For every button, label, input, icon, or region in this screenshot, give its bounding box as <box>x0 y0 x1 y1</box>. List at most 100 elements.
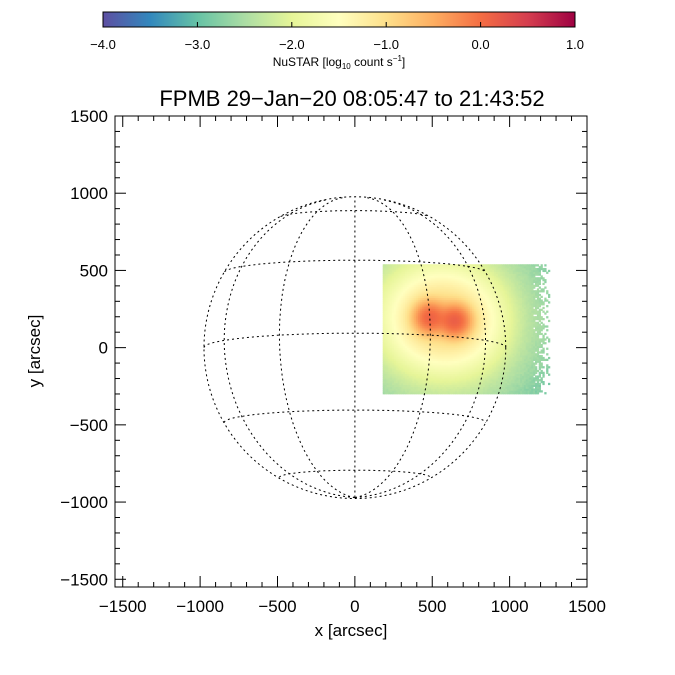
emission-pixel <box>514 377 517 380</box>
emission-pixel <box>414 353 417 356</box>
emission-pixel <box>390 293 393 297</box>
emission-pixel <box>403 290 406 293</box>
emission-pixel <box>447 342 450 345</box>
emission-pixel <box>408 301 411 304</box>
emission-pixel <box>392 297 395 300</box>
emission-pixel <box>525 386 528 389</box>
emission-pixel <box>419 345 423 349</box>
emission-pixel <box>434 286 437 289</box>
emission-pixel <box>509 312 512 315</box>
emission-pixel <box>412 305 415 308</box>
emission-pixel <box>483 371 486 374</box>
emission-pixel <box>388 382 391 386</box>
emission-pixel <box>438 388 441 391</box>
emission-pixel <box>425 319 428 323</box>
emission-pixel <box>416 379 419 382</box>
emission-pixel <box>503 314 506 317</box>
emission-pixel <box>440 292 443 295</box>
emission-pixel <box>464 338 467 341</box>
emission-pixel <box>414 347 417 350</box>
emission-pixel <box>453 325 456 328</box>
emission-pixel <box>390 290 393 293</box>
emission-pixel <box>445 316 449 319</box>
emission-pixel <box>512 360 515 363</box>
emission-pixel <box>490 301 493 304</box>
emission-pixel <box>460 364 463 367</box>
emission-pixel <box>527 323 530 326</box>
emission-pixel <box>466 379 469 382</box>
emission-pixel <box>434 308 437 311</box>
emission-pixel <box>445 349 449 352</box>
emission-pixel <box>494 353 497 356</box>
emission-pixel <box>503 371 506 374</box>
emission-pixel <box>473 340 476 343</box>
emission-pixel <box>470 288 473 291</box>
emission-pixel <box>449 297 452 300</box>
emission-pixel <box>479 290 482 293</box>
emission-pixel <box>496 360 499 363</box>
emission-pixel <box>410 319 413 323</box>
emission-pixel <box>393 305 397 308</box>
emission-pixel <box>432 297 436 300</box>
emission-pixel <box>403 345 406 349</box>
emission-pixel <box>520 297 523 300</box>
emission-pixel <box>510 293 514 297</box>
emission-pixel <box>509 323 512 326</box>
emission-pixel <box>510 358 514 362</box>
emission-pixel <box>392 290 395 293</box>
emission-pixel <box>414 303 417 306</box>
emission-pixel <box>455 373 458 376</box>
emission-pixel <box>390 342 393 345</box>
emission-pixel <box>486 379 489 382</box>
emission-pixel <box>501 321 504 324</box>
emission-pixel <box>412 381 415 384</box>
emission-pixel <box>492 327 495 330</box>
emission-pixel <box>512 382 515 386</box>
emission-pixel <box>514 286 517 289</box>
emission-pixel <box>390 392 393 395</box>
emission-pixel <box>438 364 441 367</box>
emission-pixel <box>401 316 404 319</box>
emission-pixel <box>405 334 408 337</box>
emission-pixel <box>514 290 517 293</box>
emission-pixel <box>412 303 415 306</box>
emission-pixel <box>488 292 491 295</box>
emission-pixel <box>516 353 519 356</box>
emission-pixel <box>390 299 393 302</box>
emission-pixel <box>468 308 471 311</box>
emission-pixel <box>429 360 432 363</box>
emission-pixel <box>481 310 484 313</box>
emission-pixel <box>473 347 476 350</box>
emission-pixel <box>403 321 406 324</box>
emission-pixel <box>490 330 493 334</box>
emission-pixel <box>436 317 439 321</box>
emission-pixel <box>421 366 424 369</box>
emission-pixel <box>540 340 543 343</box>
emission-pixel <box>479 340 482 343</box>
emission-pixel <box>388 377 391 380</box>
emission-pixel <box>419 303 423 306</box>
emission-pixel <box>388 312 391 315</box>
emission-pixel <box>462 327 465 330</box>
emission-pixel <box>440 369 443 373</box>
emission-pixel <box>390 388 393 391</box>
emission-pixel <box>542 342 545 345</box>
emission-pixel <box>462 310 465 313</box>
emission-pixel <box>388 347 391 350</box>
emission-pixel <box>468 386 471 389</box>
emission-pixel <box>497 373 501 376</box>
emission-pixel <box>431 330 434 334</box>
emission-pixel <box>397 286 400 289</box>
emission-pixel <box>405 308 408 311</box>
emission-pixel <box>412 297 415 300</box>
emission-pixel <box>462 364 465 367</box>
emission-pixel <box>527 388 530 391</box>
emission-pixel <box>421 343 424 347</box>
emission-pixel <box>405 338 408 341</box>
emission-pixel <box>438 317 441 321</box>
emission-pixel <box>538 343 541 347</box>
emission-pixel <box>518 351 521 354</box>
emission-pixel <box>518 388 521 391</box>
emission-pixel <box>434 329 437 332</box>
emission-pixel <box>505 360 508 363</box>
